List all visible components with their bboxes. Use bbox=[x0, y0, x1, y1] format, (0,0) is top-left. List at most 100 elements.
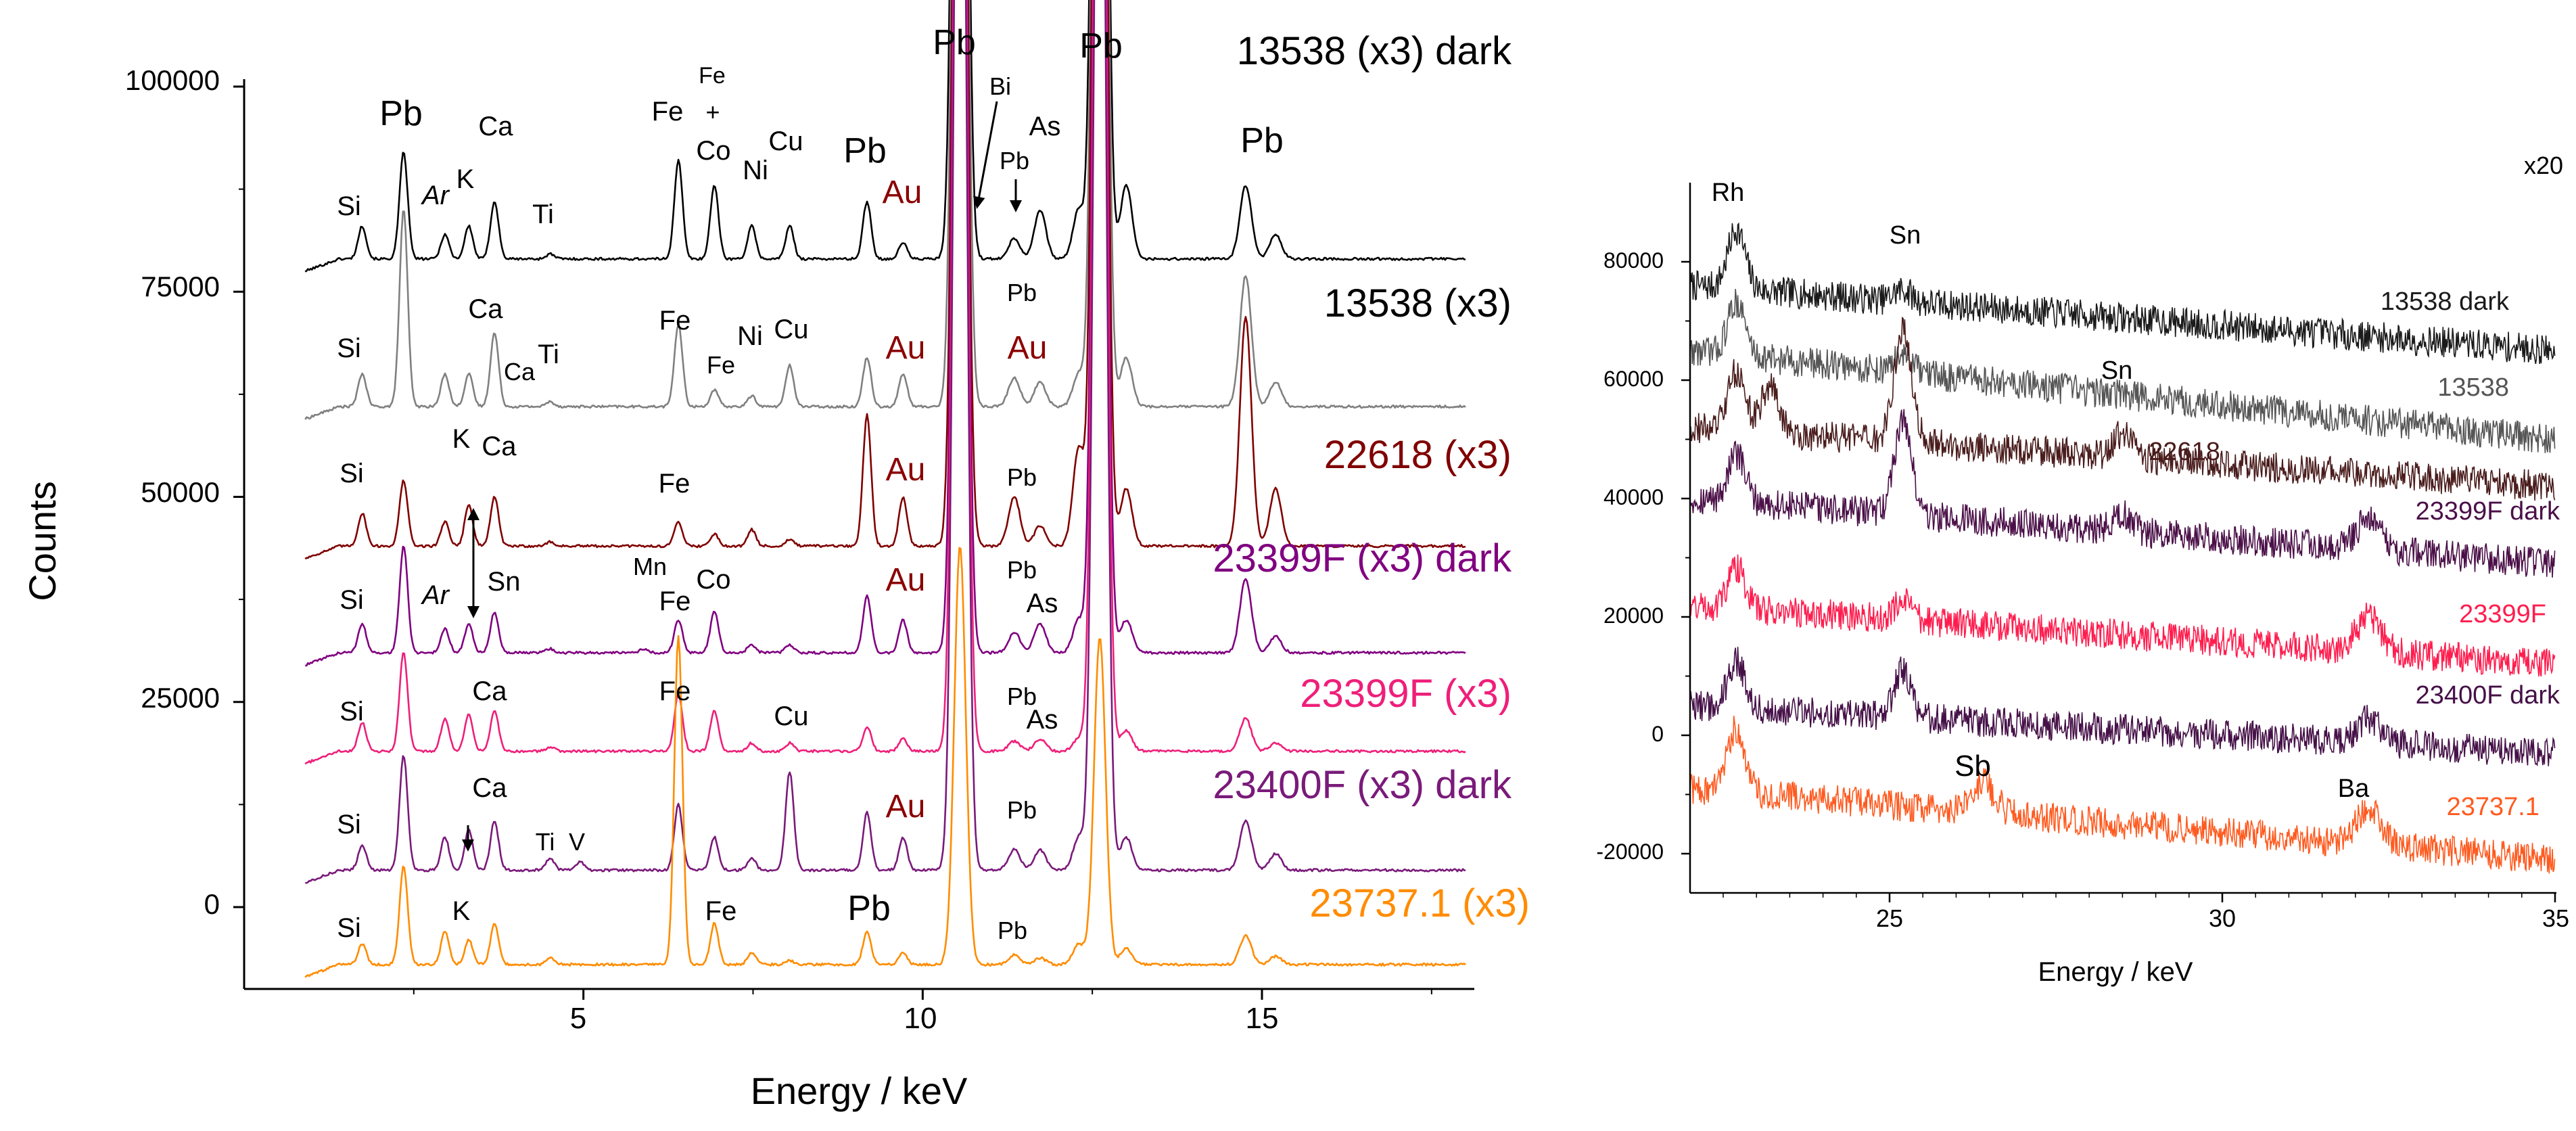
left-xtick-label: 10 bbox=[904, 1002, 937, 1035]
peak-label-au: Au bbox=[1008, 330, 1048, 366]
peak-label-k: K bbox=[452, 424, 471, 454]
left-ytick-label: 100000 bbox=[125, 64, 220, 96]
left-ytick-label: 50000 bbox=[141, 476, 220, 508]
peak-label-si: Si bbox=[339, 585, 364, 615]
peak-label-si: Si bbox=[337, 191, 361, 221]
peak-label-pb: Pb bbox=[1007, 279, 1037, 306]
peak-label-as: As bbox=[1027, 588, 1058, 618]
peak-label-sn: Sn bbox=[488, 567, 521, 597]
peak-label-au: Au bbox=[886, 452, 926, 488]
peak-label-ni: Ni bbox=[743, 156, 768, 185]
peak-label-pb-top: Pb bbox=[1079, 26, 1123, 66]
spectrum-line-13538-x3 bbox=[304, 0, 1466, 420]
left-ticks bbox=[233, 85, 1432, 1000]
peak-label-au: Au bbox=[886, 562, 926, 598]
right-chart: -20000 0 20000 40000 60000 80000 25 30 3… bbox=[1596, 152, 2569, 987]
peak-label-cu: Cu bbox=[774, 315, 808, 344]
right-x-axis-title: Energy / keV bbox=[2038, 957, 2193, 987]
annotations-13538-dark: Si Pb Ar K Ca Ti Fe Fe + Co Ni Cu Pb Au … bbox=[337, 23, 1284, 229]
peak-label-k: K bbox=[452, 896, 471, 926]
right-ytick-label: -20000 bbox=[1596, 839, 1664, 864]
peak-label-k: K bbox=[456, 164, 475, 194]
peak-label-si: Si bbox=[337, 913, 361, 943]
right-curve-label-13538: 13538 bbox=[2437, 373, 2509, 402]
peak-label-sn: Sn bbox=[1890, 221, 1921, 250]
peak-label-pb: Pb bbox=[1007, 683, 1037, 710]
peak-label-ca: Ca bbox=[504, 358, 536, 386]
peak-label-si: Si bbox=[339, 459, 364, 488]
right-curve-label-23737-1: 23737.1 bbox=[2447, 793, 2539, 821]
right-traces bbox=[1690, 222, 2556, 874]
peak-label-fe: Fe bbox=[707, 351, 735, 379]
annotations-13538: Si Ca Ca Ti Fe Fe Ni Cu Au Pb Au bbox=[337, 279, 1047, 386]
peak-label-si: Si bbox=[337, 333, 361, 363]
peak-label-as: As bbox=[1029, 112, 1061, 141]
spectrum-line-22618-x3 bbox=[304, 0, 1466, 560]
right-xtick-label: 30 bbox=[2209, 904, 2236, 932]
right-ytick-label: 40000 bbox=[1603, 485, 1664, 509]
curve-label-22618-x3: 22618 (x3) bbox=[1324, 433, 1512, 477]
left-x-axis-title: Energy / keV bbox=[751, 1069, 968, 1112]
right-curve-label-23400F-dark: 23400F dark bbox=[2416, 681, 2560, 710]
peak-label-pb: Pb bbox=[843, 131, 887, 170]
peak-label-ar: Ar bbox=[421, 181, 450, 210]
curve-label-13538-x3-dark: 13538 (x3) dark bbox=[1237, 29, 1512, 73]
peak-label-pb-top: Pb bbox=[933, 23, 976, 62]
peak-label-ca: Ca bbox=[468, 294, 503, 324]
peak-label-mn: Mn bbox=[633, 553, 667, 580]
curve-label-13538-x3: 13538 (x3) bbox=[1324, 281, 1512, 325]
peak-label-bi: Bi bbox=[989, 72, 1011, 100]
spectrum-line-13538 bbox=[1690, 289, 2556, 453]
peak-label-rh: Rh bbox=[1712, 179, 1745, 207]
peak-label-co: Co bbox=[696, 565, 730, 595]
bi-arrow bbox=[973, 101, 998, 209]
peak-label-v: V bbox=[569, 828, 585, 856]
peak-label-ca: Ca bbox=[478, 112, 513, 141]
right-ytick-label: 60000 bbox=[1603, 367, 1664, 391]
peak-label-ba: Ba bbox=[2338, 775, 2370, 803]
peak-label-pb: Pb bbox=[1007, 463, 1037, 491]
right-ytick-label: 0 bbox=[1652, 722, 1664, 746]
left-chart: 0 25000 50000 75000 100000 5 10 15 Energ… bbox=[21, 0, 1530, 1112]
peak-label-fe-small: Fe bbox=[699, 63, 726, 89]
annotations-23737-1: Si K Fe Pb Pb bbox=[337, 889, 1027, 944]
peak-label-au: Au bbox=[886, 789, 926, 825]
peak-label-pb: Pb bbox=[379, 94, 423, 133]
peak-label-fe: Fe bbox=[659, 676, 691, 706]
right-ytick-label: 20000 bbox=[1603, 603, 1664, 628]
peak-label-pb: Pb bbox=[998, 917, 1027, 944]
peak-label-au: Au bbox=[886, 330, 926, 366]
spectrum-line-23737-1-x3 bbox=[304, 547, 1466, 978]
peak-label-ti: Ti bbox=[538, 340, 559, 369]
left-ytick-label: 25000 bbox=[141, 682, 220, 714]
peak-label-sn: Sn bbox=[2101, 356, 2132, 385]
peak-label-ti: Ti bbox=[532, 200, 554, 229]
curve-label-23737-1-x3: 23737.1 (x3) bbox=[1309, 881, 1530, 925]
peak-label-plus: + bbox=[705, 98, 720, 126]
peak-label-fe: Fe bbox=[659, 306, 691, 336]
spectrum-line-23399F-dark bbox=[1690, 409, 2556, 578]
spectrum-line-23399F bbox=[1690, 554, 2556, 677]
spectrum-line-23399F-x3 bbox=[304, 0, 1466, 765]
peak-label-co: Co bbox=[696, 136, 730, 166]
left-y-axis-title: Counts bbox=[21, 481, 64, 601]
spectrum-line-23400F-dark bbox=[1690, 647, 2556, 767]
spectrum-line-13538-dark bbox=[1690, 222, 2556, 365]
peak-label-sb: Sb bbox=[1954, 749, 1991, 783]
left-xtick-label: 15 bbox=[1246, 1002, 1279, 1035]
right-curve-label-22618: 22618 bbox=[2149, 438, 2220, 466]
left-xtick-label: 5 bbox=[570, 1002, 586, 1035]
right-curve-label-13538-dark: 13538 dark bbox=[2381, 287, 2510, 316]
right-ytick-label: 80000 bbox=[1603, 248, 1664, 273]
peak-label-si: Si bbox=[337, 810, 361, 839]
peak-label-cu: Cu bbox=[774, 701, 808, 731]
left-traces bbox=[304, 0, 1466, 978]
peak-label-pb: Pb bbox=[847, 889, 891, 928]
annotations-23400F-dark: Si Ca Ti V Au Pb bbox=[337, 773, 1037, 856]
peak-label-pb: Pb bbox=[1007, 556, 1037, 584]
spectrum-line-23399F-x3-dark bbox=[305, 0, 1466, 667]
peak-label-pb: Pb bbox=[1007, 796, 1037, 824]
spectrum-line-23737-1 bbox=[1690, 716, 2556, 874]
right-curve-label-23399F-dark: 23399F dark bbox=[2416, 497, 2560, 526]
